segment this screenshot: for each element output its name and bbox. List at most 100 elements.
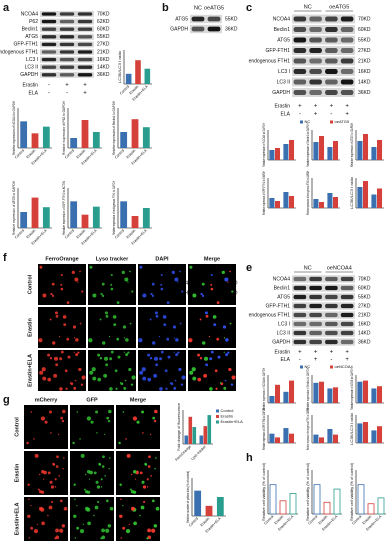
blot-band [191,16,205,22]
cell-signal [139,514,141,517]
cell-signal [146,478,149,481]
cell-signal [86,416,92,421]
cell-signal [189,265,193,269]
cell-signal [188,338,193,343]
panel-letter: c [246,2,252,14]
kd-label: 27KD [358,303,371,309]
cell-signal [216,337,220,341]
blot-band [340,294,354,300]
micrograph [38,307,86,348]
blot-band [340,330,354,336]
cell-signal [155,506,160,511]
cell-signal [26,441,29,445]
bar [275,201,281,208]
cell-signal [142,293,147,298]
cell-signal [41,521,45,526]
kd-label: 21KD [358,312,371,318]
cell-signal [147,465,151,468]
treatment-sign: + [345,104,349,110]
blot-band [340,16,354,22]
cell-signal [160,350,164,354]
protein-label: GAPDH [20,72,38,78]
blot-band [309,27,322,32]
cell-signal [60,287,64,291]
cell-signal [153,419,157,423]
legend-label: Erastin+ELA [221,419,244,424]
kd-label: 70KD [97,11,110,17]
cell-signal [27,483,30,486]
cell-signal [109,457,111,459]
cell-signal [141,410,145,414]
bar [131,119,139,148]
y-axis-label: Relative cell viability (% of control) [262,463,266,521]
treatment-sign: + [330,104,334,110]
treatment-sign: - [330,112,332,118]
cell-signal [133,470,137,474]
kd-label: 55KD [97,34,110,40]
channel-label: mCherry [35,397,59,403]
cell-signal [49,410,53,414]
cell-signal [203,373,208,378]
treatment-sign: - [299,112,301,118]
kd-label: 60KD [358,27,371,33]
cell-signal [97,353,101,357]
bar [323,501,331,515]
category-label: Control [14,148,25,159]
cell-signal [110,274,113,277]
blot-band [309,330,322,336]
blot-band [293,79,307,85]
cell-signal [164,369,168,373]
blot-band [325,339,338,345]
bar [289,196,295,208]
bar [377,426,383,443]
cell-signal [90,420,94,424]
cell-signal [201,282,205,286]
micrograph [70,405,114,449]
cell-signal [129,322,132,325]
cell-signal [101,294,105,298]
blot-background [292,293,355,301]
blot-band [59,42,75,47]
cell-signal [113,323,117,327]
blot-band [340,339,354,345]
category-label: Erastin [200,517,211,528]
cell-signal [73,386,77,390]
panel-letter: g [3,394,10,406]
cell-signal [54,478,57,481]
cell-signal [34,453,39,458]
cell-signal [28,498,30,501]
blot-background [292,338,355,346]
cell-signal [96,432,98,434]
bar [327,388,333,403]
cell-signal [79,529,85,534]
cell-signal [37,488,40,491]
cell-signal [127,351,130,354]
cell-signal [177,281,179,283]
channel-label: DAPI [155,256,169,262]
treatment-sign: + [345,350,349,356]
cell-signal [160,287,164,291]
cell-signal [115,387,118,390]
cell-signal [171,270,175,275]
cell-signal [40,416,46,421]
bar [327,147,333,160]
bar [31,133,39,148]
y-axis-label: Relative expression of NCOA4 to GAPDH [262,123,266,167]
treatment-sign: - [48,83,50,89]
cell-signal [60,350,64,354]
cell-signal [72,441,75,445]
kd-label: 62KD [97,19,110,25]
cell-signal [121,270,125,275]
cell-signal [104,311,108,315]
cell-signal [122,504,124,507]
blot-band [340,37,354,43]
kd-label: 60KD [358,285,371,291]
blot-band [293,321,307,327]
cell-signal [225,353,229,357]
bar [363,181,369,208]
blot-band [325,303,338,309]
blot-band [293,276,307,282]
blot-band [293,339,307,345]
cell-signal [63,506,68,511]
cell-signal [30,411,33,413]
